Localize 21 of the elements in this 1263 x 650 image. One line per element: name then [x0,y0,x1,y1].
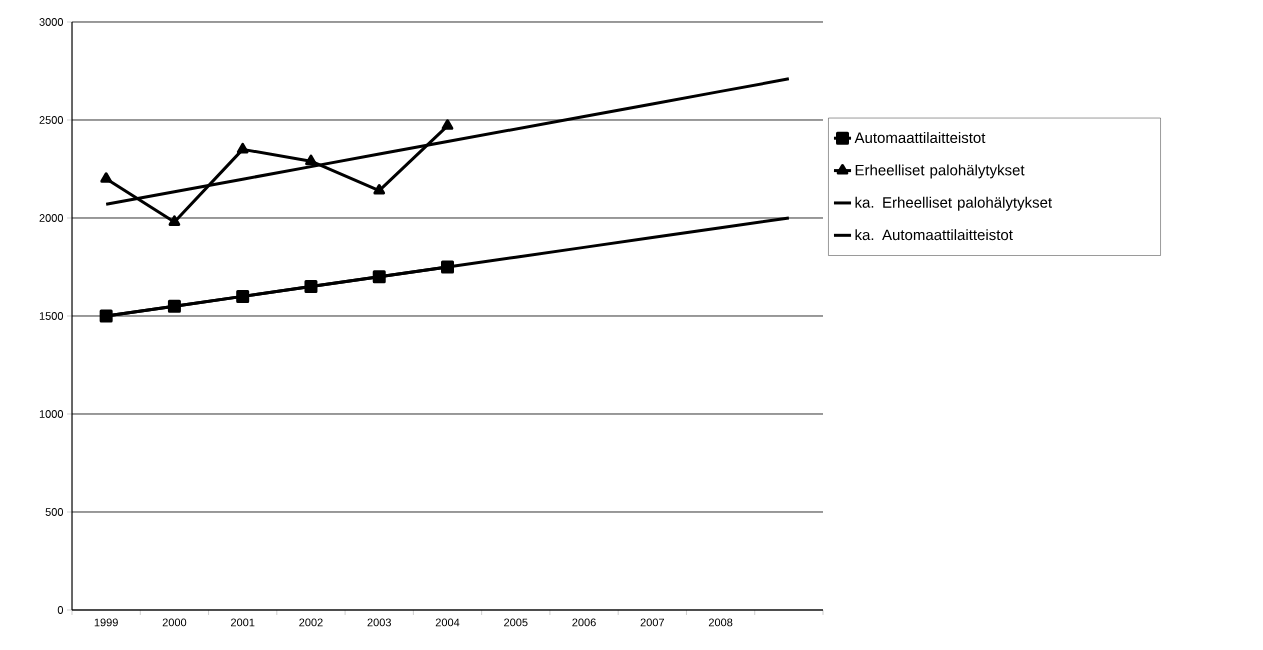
y-tick-label: 1500 [39,312,64,320]
x-tick-label: 2002 [299,618,323,627]
y-tick-label: 1000 [39,410,64,418]
legend-label: ka. Erheelliset palohälytykset [855,196,1052,211]
x-tick-label: 2000 [162,618,187,627]
x-tick-label: 2007 [640,618,665,627]
y-tick-label: 2500 [39,116,64,124]
y-tick-label: 500 [45,508,64,516]
legend-label: ka. Automaattilaitteistot [855,229,1013,241]
y-tick-label: 3000 [39,18,64,26]
x-tick-label: 2008 [708,618,733,627]
x-tick-label: 2004 [435,618,460,627]
x-tick-label: 1999 [94,618,118,627]
x-tick-label: 2005 [504,618,528,627]
x-tick-label: 2006 [572,618,596,627]
y-tick-label: 2000 [39,214,64,222]
legend-label: Automaattilaitteistot [854,132,986,144]
x-tick-label: 2001 [231,618,255,627]
y-tick-label: 0 [57,606,64,614]
legend-label: Erheelliset palohälytykset [855,164,1025,179]
x-tick-label: 2003 [367,618,391,627]
